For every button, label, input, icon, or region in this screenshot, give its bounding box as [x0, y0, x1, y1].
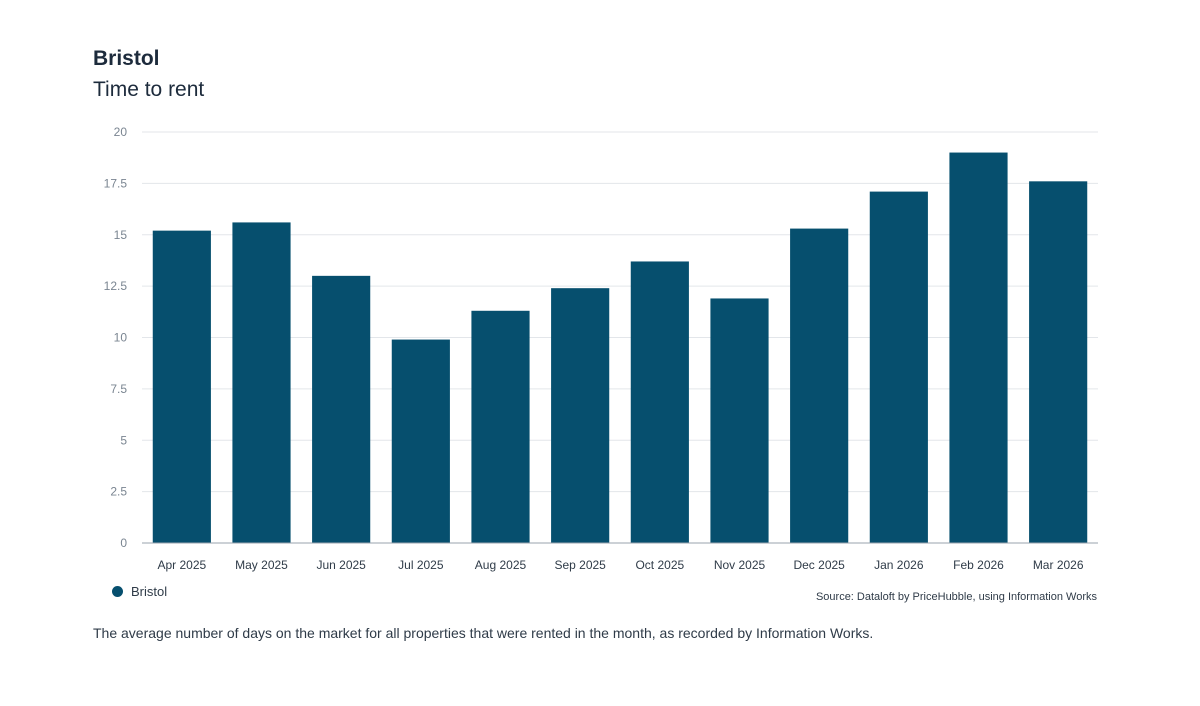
bar: [391, 339, 450, 543]
x-tick-label: May 2025: [235, 558, 288, 572]
bar: [232, 222, 291, 544]
x-tick-label: Aug 2025: [475, 558, 527, 572]
legend-label: Bristol: [131, 584, 168, 599]
x-tick-label: Feb 2026: [953, 558, 1004, 572]
bar: [869, 191, 928, 543]
y-tick-label: 10: [114, 331, 128, 345]
x-tick-label: Sep 2025: [554, 558, 606, 572]
x-tick-label: Jul 2025: [398, 558, 444, 572]
y-tick-label: 2.5: [110, 485, 127, 499]
bar: [790, 228, 849, 543]
footnote: The average number of days on the market…: [93, 625, 874, 641]
source-note: Source: Dataloft by PriceHubble, using I…: [815, 591, 1097, 603]
x-tick-label: Oct 2025: [635, 558, 684, 572]
x-tick-label: Mar 2026: [1033, 558, 1084, 572]
bar: [471, 310, 530, 543]
bar: [152, 230, 211, 543]
bar: [630, 261, 689, 543]
chart-subtitle: Time to rent: [93, 78, 205, 101]
y-tick-label: 17.5: [104, 176, 128, 190]
bar: [312, 275, 371, 543]
bar: [1029, 181, 1088, 543]
bar-layer: [152, 152, 1088, 544]
x-tick-label: Nov 2025: [714, 558, 766, 572]
axis-layer: 0 2.5 5 7.5 10 12.5 15 17.5 20 Apr 2025 May 2025 Ju…: [104, 125, 1098, 572]
y-tick-label: 12.5: [104, 279, 128, 293]
legend-swatch: [112, 586, 123, 597]
x-tick-label: Jun 2025: [316, 558, 366, 572]
y-tick-label: 0: [120, 536, 127, 550]
y-tick-label: 20: [114, 125, 128, 139]
y-tick-label: 15: [114, 228, 128, 242]
bar: [949, 152, 1008, 544]
bar: [551, 288, 610, 543]
bar: [710, 298, 769, 543]
y-tick-label: 7.5: [110, 382, 127, 396]
y-tick-label: 5: [120, 433, 127, 447]
x-tick-label: Jan 2026: [874, 558, 924, 572]
chart-title: Bristol: [93, 47, 160, 70]
x-tick-label: Apr 2025: [157, 558, 206, 572]
grid-layer: [142, 131, 1098, 493]
x-tick-label: Dec 2025: [793, 558, 845, 572]
legend: Bristol: [112, 584, 167, 599]
